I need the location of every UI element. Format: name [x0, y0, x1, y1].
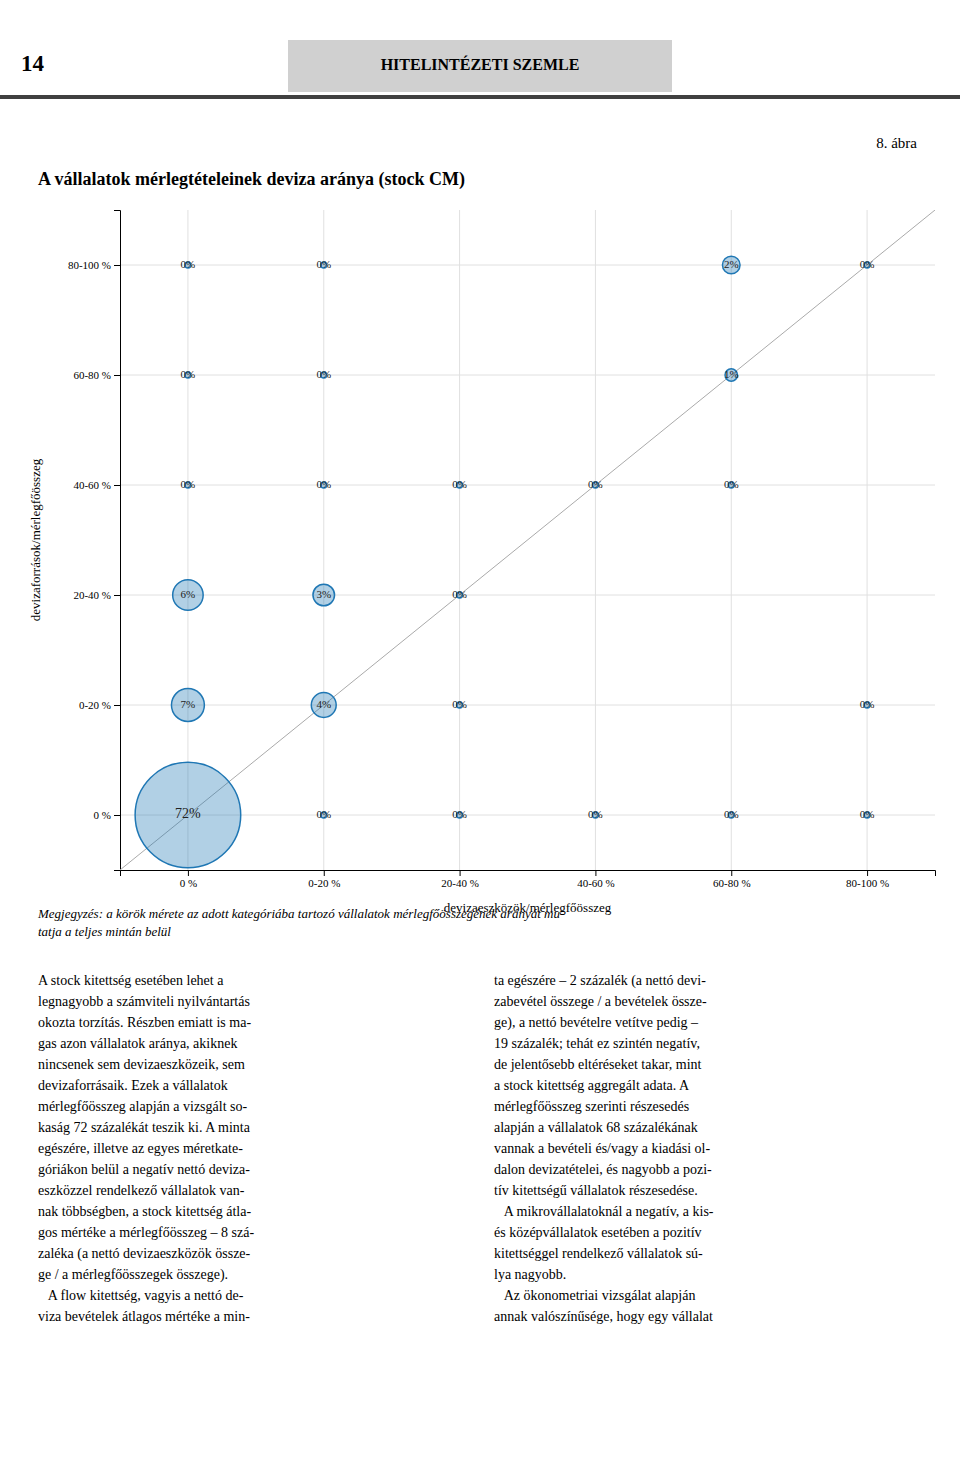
grid-line-x	[595, 210, 596, 870]
chart-title: A vállalatok mérlegtételeinek deviza ará…	[38, 169, 465, 190]
data-label: 0%	[452, 588, 467, 600]
grid-line-y	[120, 705, 935, 706]
y-tick-label: 40-60 %	[73, 479, 111, 491]
grid-line-x	[867, 210, 868, 870]
body-text: ta egészére – 2 százalék (a nettó devi-z…	[494, 973, 714, 1324]
x-tick-label: 80-100 %	[846, 877, 889, 889]
x-tick: 40-60 %	[577, 870, 615, 889]
data-label: 0%	[452, 478, 467, 490]
data-label: 0%	[452, 698, 467, 710]
data-labels: 72% 7% 6% 4% 3% 2% 1% 0% 0% 0% 0% 0% 0% 0% 0% 0% 0% 0% 0% 0…	[175, 258, 874, 822]
bubble	[135, 762, 241, 868]
data-label: 0%	[588, 808, 603, 820]
y-tick: 60-80 %	[73, 369, 120, 381]
x-tick: 60-80 %	[713, 870, 751, 889]
data-label: 1%	[724, 368, 739, 380]
x-tick: 0 %	[180, 870, 197, 889]
page-number: 14	[21, 51, 45, 76]
x-tick-mark	[188, 870, 189, 876]
x-tick-label: 40-60 %	[577, 877, 615, 889]
x-tick-label: 20-40 %	[441, 877, 479, 889]
x-tick-label: 0-20 %	[308, 877, 340, 889]
data-label: 2%	[724, 258, 739, 270]
grid-line-y	[120, 595, 935, 596]
x-tick-mark	[731, 870, 732, 876]
data-label: 0%	[181, 258, 196, 270]
data-label: 0%	[181, 478, 196, 490]
page: 14 HITELINTÉZETI SZEMLE 8. ábra A vállalato…	[0, 0, 960, 1462]
y-tick-label: 20-40 %	[73, 589, 111, 601]
y-axis: 0 % 0-20 % 20-40 % 40-60 % 60-80 % 80-100 %	[68, 211, 121, 871]
grid-line-y	[120, 375, 935, 376]
data-label: 0%	[860, 808, 875, 820]
data-label: 0%	[316, 808, 331, 820]
grid-line-y	[120, 815, 935, 816]
data-label: 0%	[860, 698, 875, 710]
x-tick-label: 0 %	[180, 877, 197, 889]
x-axis-line	[121, 871, 936, 877]
y-tick-mark	[114, 265, 120, 266]
x-tick: 80-100 %	[846, 870, 889, 889]
x-tick-mark	[460, 870, 461, 876]
grid-line-y	[120, 485, 935, 486]
grid-line-x	[731, 210, 732, 870]
bubble	[171, 689, 204, 722]
header-box	[288, 40, 672, 92]
header-text: HITELINTÉZETI SZEMLE	[381, 55, 580, 73]
data-label: 0%	[724, 478, 739, 490]
y-tick-mark	[114, 375, 120, 376]
x-tick: 20-40 %	[441, 870, 479, 889]
grid-line-y	[120, 265, 935, 266]
y-tick-mark	[114, 595, 120, 596]
data-label: 0%	[724, 808, 739, 820]
data-label: 0%	[316, 478, 331, 490]
data-label: 0%	[316, 368, 331, 380]
bubble	[722, 256, 740, 274]
x-tick: 0-20 %	[308, 870, 340, 889]
body-text: A stock kitettség esetében lehet alegnag…	[38, 973, 254, 1324]
x-tick-label: 60-80 %	[713, 877, 751, 889]
y-tick: 0 %	[94, 809, 120, 821]
grid-line-x	[459, 210, 460, 870]
data-label: 0%	[316, 258, 331, 270]
grid	[120, 210, 935, 870]
data-label: 72%	[175, 806, 201, 821]
bubble	[311, 693, 336, 718]
y-tick: 0-20 %	[79, 699, 120, 711]
bubble	[313, 584, 335, 606]
y-axis-line	[114, 211, 121, 871]
data-label: 0%	[860, 258, 875, 270]
y-tick-label: 0 %	[94, 809, 111, 821]
bubble	[173, 580, 203, 610]
y-tick-label: 0-20 %	[79, 699, 111, 711]
data-label: 0%	[452, 808, 467, 820]
note: Megjegyzés: a körök mérete az adott kate…	[37, 906, 564, 939]
x-tick-mark	[324, 870, 325, 876]
x-tick-mark	[595, 870, 596, 876]
y-tick: 20-40 %	[73, 589, 120, 601]
data-label: 0%	[588, 478, 603, 490]
y-tick-label: 60-80 %	[73, 369, 111, 381]
data-label: 7%	[181, 698, 196, 710]
y-tick: 40-60 %	[73, 479, 120, 491]
data-label: 3%	[316, 588, 331, 600]
data-label: 4%	[316, 698, 331, 710]
diagonal-reference	[120, 210, 935, 870]
y-tick-mark	[114, 705, 120, 706]
x-axis: 0 % 0-20 % 20-40 % 40-60 % 60-80 % 80-100 %	[121, 870, 936, 889]
y-tick: 80-100 %	[68, 259, 120, 271]
y-tick-mark	[114, 815, 120, 816]
x-tick-mark	[867, 870, 868, 876]
figure-number: 8. ábra	[876, 135, 917, 151]
y-tick-label: 80-100 %	[68, 259, 111, 271]
header-separator	[0, 95, 960, 99]
plot-area	[120, 210, 935, 870]
data-label: 6%	[181, 588, 196, 600]
grid-line-x	[323, 210, 324, 870]
y-axis-title: devizaforrások/mérlegfőösszeg	[28, 458, 43, 621]
y-tick-mark	[114, 485, 120, 486]
data-label: 0%	[181, 368, 196, 380]
